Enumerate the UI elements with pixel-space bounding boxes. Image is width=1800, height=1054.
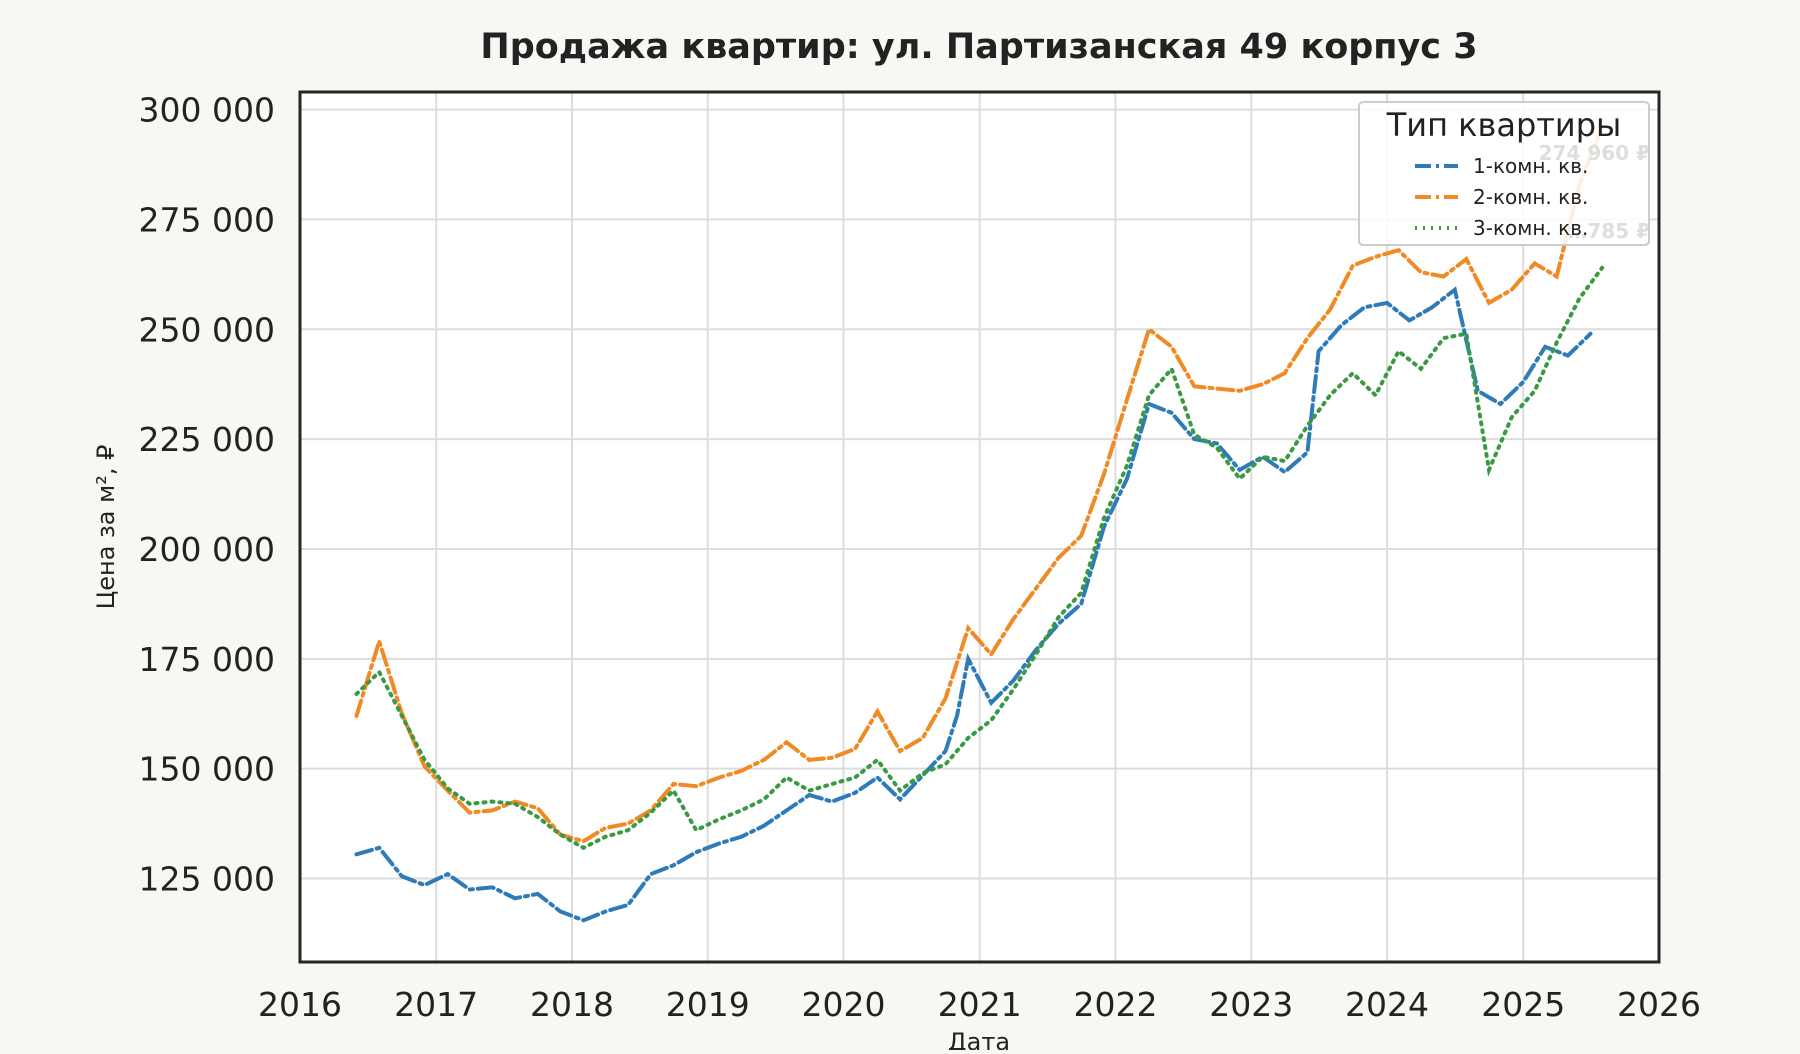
series-lines bbox=[354, 125, 1605, 923]
x-tick-label-2026: 2026 bbox=[1617, 985, 1701, 1024]
x-axis-label: Дата bbox=[948, 1028, 1010, 1050]
legend-title: Тип квартиры bbox=[1386, 106, 1622, 144]
y-tick-label-200000: 200 000 bbox=[139, 530, 275, 569]
legend: Тип квартиры 1-комн. кв. 2-комн. кв. 3-ком… bbox=[1358, 101, 1650, 246]
y-tick-label-225000: 225 000 bbox=[139, 420, 275, 459]
y-tick-label-125000: 125 000 bbox=[139, 860, 275, 899]
legend-box bbox=[1358, 101, 1650, 246]
x-axis-ticks: 2016 2017 2018 2019 2020 2021 2022 2023 2024 2025… bbox=[258, 985, 1701, 1024]
y-tick-label-275000: 275 000 bbox=[139, 200, 275, 239]
y-tick-label-300000: 300 000 bbox=[139, 91, 275, 130]
y-axis-label: Цена за м², ₽ bbox=[92, 445, 120, 610]
legend-label-2-комн-кв: 2-комн. кв. bbox=[1473, 185, 1588, 209]
x-tick-label-2018: 2018 bbox=[530, 985, 614, 1024]
x-tick-label-2020: 2020 bbox=[802, 985, 886, 1024]
chart-title: Продажа квартир: ул. Партизанская 49 кор… bbox=[480, 27, 1477, 67]
x-tick-label-2024: 2024 bbox=[1345, 985, 1429, 1024]
y-tick-label-175000: 175 000 bbox=[139, 640, 275, 679]
plot-frame bbox=[298, 90, 1661, 964]
y-tick-label-250000: 250 000 bbox=[139, 310, 275, 349]
y-axis-ticks: 125 000 150 000 175 000 200 000 225 000 250 0… bbox=[139, 91, 275, 899]
legend-entries: 1-комн. кв. 2-комн. кв. 3-комн. кв. bbox=[1415, 154, 1588, 240]
series-line-3-комн-кв bbox=[354, 265, 1605, 851]
x-tick-label-2019: 2019 bbox=[666, 985, 750, 1024]
y-tick-label-150000: 150 000 bbox=[139, 750, 275, 789]
x-tick-label-2017: 2017 bbox=[394, 985, 478, 1024]
x-tick-label-2021: 2021 bbox=[938, 985, 1022, 1024]
x-tick-label-2023: 2023 bbox=[1209, 985, 1293, 1024]
legend-label-3-комн-кв: 3-комн. кв. bbox=[1473, 216, 1588, 240]
series-line-1-комн-кв bbox=[354, 286, 1593, 923]
x-tick-label-2016: 2016 bbox=[258, 985, 342, 1024]
legend-label-1-комн-кв: 1-комн. кв. bbox=[1473, 154, 1588, 178]
x-tick-label-2022: 2022 bbox=[1073, 985, 1157, 1024]
x-tick-label-2025: 2025 bbox=[1481, 985, 1565, 1024]
